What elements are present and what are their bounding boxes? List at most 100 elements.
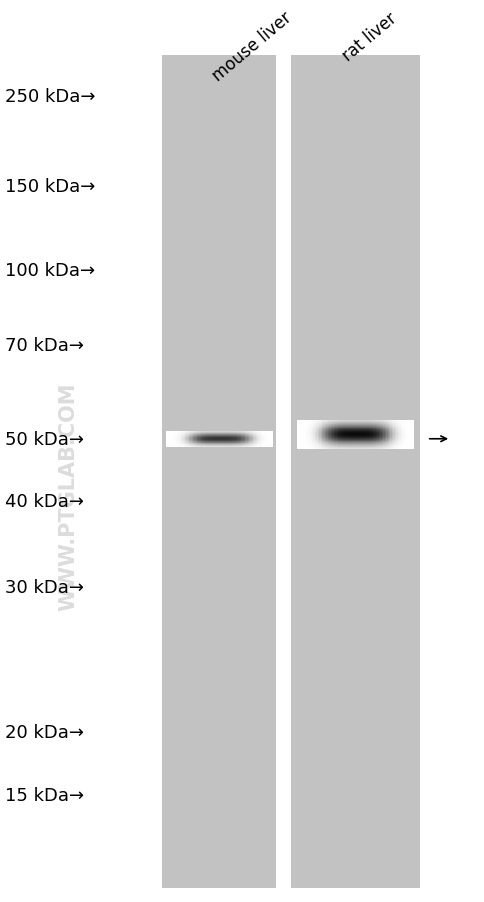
Bar — [290, 223, 419, 233]
Bar — [290, 857, 419, 868]
Bar — [290, 847, 419, 857]
Bar — [162, 253, 276, 264]
Bar — [162, 368, 276, 379]
Bar — [162, 233, 276, 244]
Bar — [290, 556, 419, 566]
Text: 70 kDa→: 70 kDa→ — [5, 336, 84, 354]
Bar — [162, 732, 276, 742]
Bar — [162, 77, 276, 87]
Bar — [290, 441, 419, 451]
Bar — [162, 139, 276, 150]
Bar — [290, 597, 419, 607]
Bar — [290, 483, 419, 493]
Bar — [162, 451, 276, 462]
Text: rat liver: rat liver — [339, 9, 400, 65]
Bar — [162, 441, 276, 451]
Bar — [162, 649, 276, 659]
Bar — [290, 473, 419, 483]
Bar — [290, 774, 419, 785]
Bar — [162, 483, 276, 493]
Bar — [162, 295, 276, 306]
Text: 40 kDa→: 40 kDa→ — [5, 492, 84, 511]
Bar — [162, 868, 276, 878]
Bar — [162, 597, 276, 607]
Bar — [162, 815, 276, 826]
Bar — [290, 129, 419, 139]
Bar — [290, 358, 419, 368]
Bar — [290, 410, 419, 420]
Bar — [290, 295, 419, 306]
Bar — [290, 649, 419, 659]
Bar — [290, 77, 419, 87]
Bar — [162, 56, 276, 67]
Bar — [290, 545, 419, 556]
Bar — [290, 118, 419, 129]
Bar — [162, 191, 276, 202]
Bar — [290, 389, 419, 400]
Bar — [290, 503, 419, 514]
Bar — [162, 670, 276, 680]
Bar — [290, 680, 419, 691]
Bar — [162, 607, 276, 618]
Bar — [162, 878, 276, 888]
Bar — [162, 430, 276, 441]
Bar — [162, 836, 276, 847]
Bar — [290, 56, 419, 888]
Bar — [162, 774, 276, 785]
Bar — [290, 826, 419, 836]
Bar — [290, 659, 419, 670]
Bar — [162, 150, 276, 160]
Bar — [162, 274, 276, 285]
Bar — [162, 629, 276, 639]
Bar — [290, 400, 419, 410]
Bar — [162, 129, 276, 139]
Bar — [290, 56, 419, 67]
Bar — [162, 56, 276, 888]
Bar — [162, 493, 276, 503]
Bar — [290, 753, 419, 764]
Bar — [162, 826, 276, 836]
Bar — [290, 742, 419, 753]
Bar — [162, 118, 276, 129]
Bar — [290, 805, 419, 815]
Bar — [290, 878, 419, 888]
Bar — [290, 253, 419, 264]
Bar — [162, 316, 276, 327]
Bar — [290, 493, 419, 503]
Bar — [162, 202, 276, 212]
Bar — [162, 535, 276, 545]
Bar — [290, 732, 419, 742]
Bar — [290, 691, 419, 701]
Bar — [290, 191, 419, 202]
Bar — [162, 556, 276, 566]
Bar — [290, 316, 419, 327]
Bar — [290, 67, 419, 77]
Bar — [162, 389, 276, 400]
Bar — [290, 212, 419, 223]
Bar — [162, 701, 276, 712]
Bar — [162, 586, 276, 597]
Bar — [290, 524, 419, 535]
Bar — [290, 514, 419, 524]
Bar — [162, 87, 276, 97]
Bar — [290, 586, 419, 597]
Bar — [162, 306, 276, 316]
Bar — [162, 742, 276, 753]
Bar — [162, 379, 276, 389]
Bar — [162, 358, 276, 368]
Bar — [162, 722, 276, 732]
Bar — [290, 150, 419, 160]
Bar — [290, 347, 419, 358]
Text: 30 kDa→: 30 kDa→ — [5, 578, 84, 596]
Bar — [290, 670, 419, 680]
Bar — [162, 764, 276, 774]
Bar — [290, 379, 419, 389]
Bar — [162, 473, 276, 483]
Bar — [162, 857, 276, 868]
Bar — [162, 410, 276, 420]
Bar — [290, 722, 419, 732]
Bar — [290, 618, 419, 629]
Text: 15 kDa→: 15 kDa→ — [5, 787, 84, 805]
Bar — [290, 701, 419, 712]
Bar — [162, 244, 276, 253]
